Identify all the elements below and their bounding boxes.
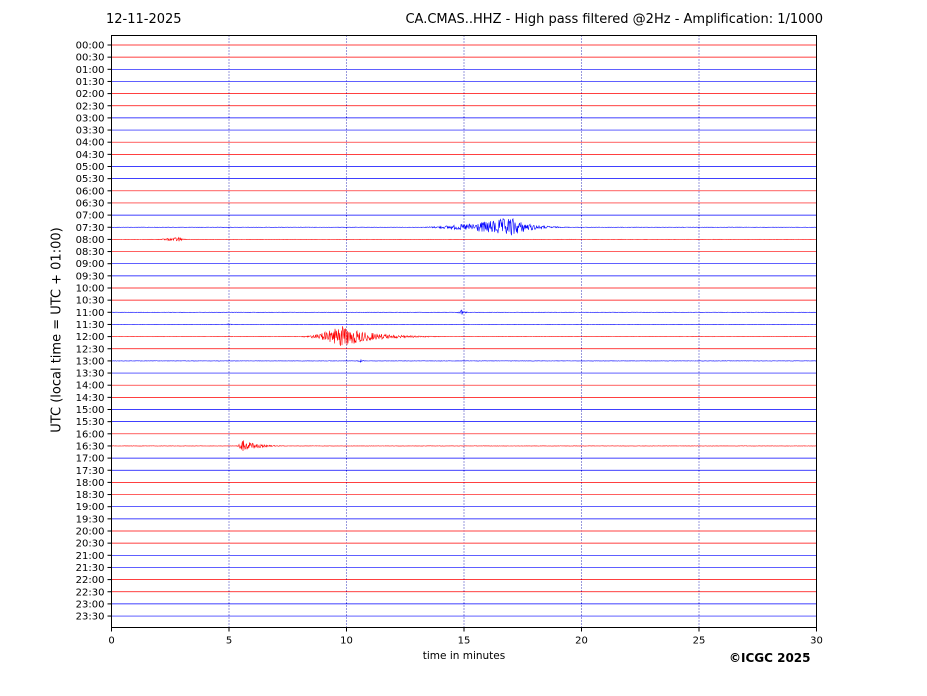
y-tick-label: 13:00	[76, 356, 105, 367]
plot-frame	[111, 35, 817, 628]
y-axis-label: UTC (local time = UTC + 01:00)	[49, 227, 65, 433]
y-tick-label: 19:00	[76, 502, 105, 513]
y-tick-label: 09:30	[76, 271, 105, 282]
y-tick-label: 15:00	[76, 405, 105, 416]
y-tick-label: 08:30	[76, 247, 105, 258]
y-tick-label: 02:30	[76, 101, 105, 112]
x-axis-label: time in minutes	[422, 650, 506, 662]
y-tick-label: 21:30	[76, 563, 105, 574]
grid-layer	[228, 35, 700, 628]
y-tick-label: 06:00	[76, 186, 105, 197]
y-tick-label: 10:00	[76, 284, 105, 295]
y-tick-label: 16:00	[76, 429, 105, 440]
x-tick-label: 5	[226, 636, 232, 647]
chart-title: CA.CMAS..HHZ - High pass filtered @2Hz -…	[405, 12, 823, 27]
trace-0730	[111, 218, 817, 236]
y-tick-label: 18:30	[76, 490, 105, 501]
y-tick-label: 12:00	[76, 332, 105, 343]
y-tick-label: 17:00	[76, 454, 105, 465]
y-tick-label: 16:30	[76, 441, 105, 452]
trace-1300	[111, 358, 817, 363]
y-tick-label: 20:00	[76, 527, 105, 538]
y-tick-label: 10:30	[76, 296, 105, 307]
y-tick-label: 02:00	[76, 89, 105, 100]
y-tick-label: 01:30	[76, 77, 105, 88]
y-tick-label: 13:30	[76, 369, 105, 380]
y-tick-label: 03:00	[76, 113, 105, 124]
x-tick-label: 0	[108, 636, 114, 647]
y-tick-label: 03:30	[76, 126, 105, 137]
y-tick-label: 11:00	[76, 308, 105, 319]
y-tick-label: 17:30	[76, 466, 105, 477]
y-tick-label: 09:00	[76, 259, 105, 270]
x-tick-label: 30	[810, 636, 823, 647]
y-tick-label: 04:30	[76, 150, 105, 161]
y-tick-label: 05:00	[76, 162, 105, 173]
y-tick-label: 23:00	[76, 599, 105, 610]
y-tick-label: 14:00	[76, 381, 105, 392]
trace-layer	[111, 44, 817, 617]
copyright-label: ©ICGC 2025	[729, 651, 811, 665]
y-tick-label: 12:30	[76, 344, 105, 355]
y-tick-label: 11:30	[76, 320, 105, 331]
y-tick-label: 15:30	[76, 417, 105, 428]
y-tick-label: 14:30	[76, 393, 105, 404]
y-tick-label: 01:00	[76, 65, 105, 76]
y-tick-label: 08:00	[76, 235, 105, 246]
trace-1100	[111, 309, 817, 315]
trace-0800	[111, 236, 817, 242]
x-tick-label: 10	[340, 636, 353, 647]
y-tick-label: 22:30	[76, 587, 105, 598]
y-tick-label: 19:30	[76, 514, 105, 525]
y-tick-label: 23:30	[76, 612, 105, 623]
x-tick-label: 20	[575, 636, 588, 647]
y-tick-label: 18:00	[76, 478, 105, 489]
y-tick-label: 21:00	[76, 551, 105, 562]
x-tick-label: 15	[458, 636, 471, 647]
y-tick-label: 05:30	[76, 174, 105, 185]
trace-1630	[111, 440, 817, 451]
y-tick-label: 00:30	[76, 53, 105, 64]
trace-1130	[111, 323, 817, 326]
chart-date: 12-11-2025	[106, 12, 182, 27]
y-tick-label: 22:00	[76, 575, 105, 586]
y-tick-label: 07:00	[76, 211, 105, 222]
y-tick-label: 04:00	[76, 138, 105, 149]
trace-1200	[111, 326, 817, 346]
y-tick-label: 06:30	[76, 198, 105, 209]
y-tick-label: 07:30	[76, 223, 105, 234]
y-tick-label: 00:00	[76, 41, 105, 52]
y-tick-label: 20:30	[76, 539, 105, 550]
x-tick-label: 25	[693, 636, 706, 647]
